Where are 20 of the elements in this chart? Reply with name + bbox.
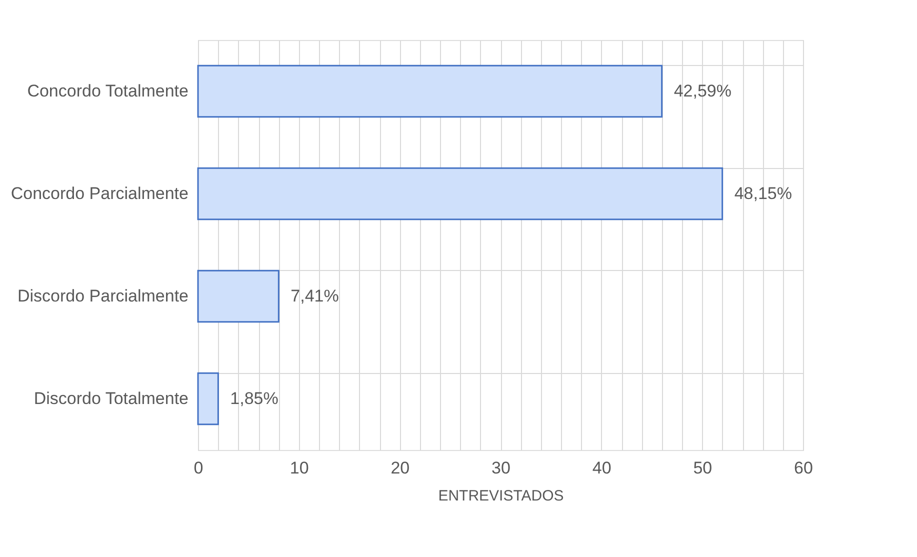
x-tick-label: 0 [194, 458, 204, 478]
x-tick-label: 10 [290, 458, 309, 478]
x-tick-label: 20 [390, 458, 410, 478]
annotation: 1,85% [230, 388, 278, 408]
x-tick-label: 50 [693, 458, 712, 478]
y-tick-label: Discordo Totalmente [34, 388, 188, 408]
x-tick-label: 40 [592, 458, 612, 478]
bar [197, 64, 663, 118]
x-axis-title: ENTREVISTADOS [438, 488, 564, 504]
x-tick-label: 30 [492, 458, 510, 478]
annotation: 7,41% [290, 286, 339, 306]
y-tick-label: Concordo Totalmente [27, 81, 188, 100]
y-tick-label: Discordo Parcialmente [17, 286, 188, 306]
annotation: 42,59% [674, 81, 732, 100]
y-tick-label: Concordo Parcialmente [10, 184, 188, 203]
bar [197, 270, 280, 323]
bar [197, 372, 219, 426]
x-tick-label: 60 [794, 458, 813, 478]
annotation: 48,15% [734, 184, 792, 203]
bar [197, 167, 724, 220]
